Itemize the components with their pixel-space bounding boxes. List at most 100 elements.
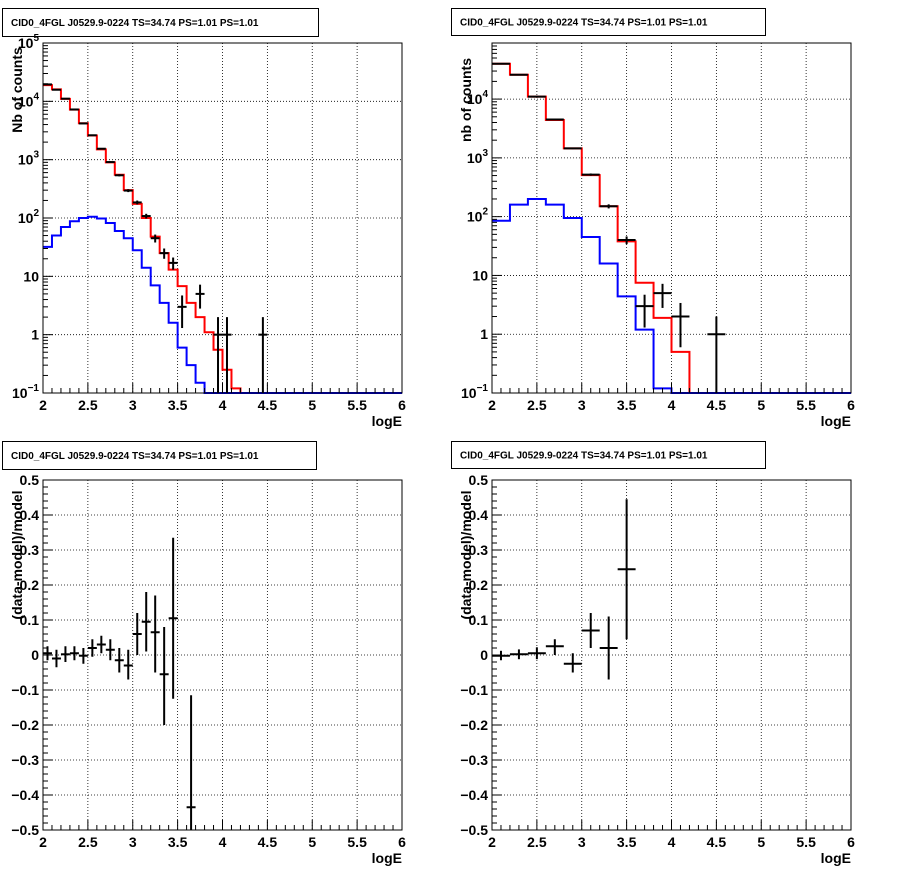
y-tick-label: 103 xyxy=(18,150,40,168)
data-point xyxy=(168,537,178,699)
data-point xyxy=(87,134,97,137)
x-tick-label: 3 xyxy=(578,834,586,850)
y-tick-label: 0.4 xyxy=(469,507,489,523)
x-tick-label: 6 xyxy=(847,397,855,413)
title-box xyxy=(2,8,319,37)
data-points xyxy=(492,62,726,393)
y-axis: −0.5 −0.4 −0.3 −0.2 −0.1 0 0.1 0.2 0.3 0.4 0.5 (dat… xyxy=(9,472,53,838)
data-point xyxy=(509,649,528,660)
data-point xyxy=(69,108,79,111)
data-point xyxy=(527,647,546,660)
chart-top-left: CID0_4FGL J0529.9-0224 TS=34.74 PS=1.01 … xyxy=(2,8,406,429)
x-tick-label: 4.5 xyxy=(258,834,278,850)
y-tick-label: 0.3 xyxy=(469,542,489,558)
x-tick-label: 2.5 xyxy=(78,834,98,850)
x-axis-title: logE xyxy=(821,413,851,429)
data-point xyxy=(159,248,169,259)
y-tick-label: −0.1 xyxy=(11,682,39,698)
x-tick-label: 3 xyxy=(129,834,137,850)
data-point xyxy=(60,97,70,100)
data-point xyxy=(671,302,690,348)
x-tick-label: 3 xyxy=(578,397,586,413)
x-tick-label: 5.5 xyxy=(796,834,816,850)
x-tick-label: 2 xyxy=(39,397,47,413)
data-point xyxy=(563,147,582,150)
data-point xyxy=(78,648,88,664)
y-tick-label: 104 xyxy=(18,91,40,109)
y-tick-label: 0.2 xyxy=(469,577,489,593)
y-tick-label: 105 xyxy=(18,33,40,51)
title-box xyxy=(451,8,766,36)
x-tick-label: 3 xyxy=(129,397,137,413)
data-point xyxy=(653,283,672,308)
chart-top-right: CID0_4FGL J0529.9-0224 TS=34.74 PS=1.01 … xyxy=(451,8,855,429)
data-point xyxy=(141,213,151,219)
data-point xyxy=(545,118,564,121)
y-tick-label: 0.1 xyxy=(469,612,489,628)
data-point xyxy=(69,646,79,661)
data-point xyxy=(123,649,133,680)
data-point xyxy=(105,161,115,164)
data-point xyxy=(599,616,618,680)
x-tick-label: 3.5 xyxy=(168,834,188,850)
title-box xyxy=(451,441,766,469)
x-tick-label: 3.5 xyxy=(617,834,637,850)
data-point xyxy=(96,147,106,150)
data-point xyxy=(222,317,232,393)
y-tick-label: 0.5 xyxy=(469,472,489,488)
data-point xyxy=(213,317,223,393)
x-tick-label: 2.5 xyxy=(527,397,547,413)
x-tick-label: 4 xyxy=(219,834,227,850)
y-tick-label: −0.4 xyxy=(460,787,488,803)
y-tick-label: −0.5 xyxy=(11,822,39,838)
data-point xyxy=(114,648,124,673)
y-tick-label: 103 xyxy=(467,148,489,166)
x-tick-label: 5.5 xyxy=(796,397,816,413)
data-point xyxy=(258,317,268,393)
y-axis-title: nb of counts xyxy=(458,58,474,142)
x-tick-label: 4.5 xyxy=(707,397,727,413)
y-tick-label: −0.3 xyxy=(460,752,488,768)
data-point xyxy=(195,284,205,309)
y-tick-label: 1 xyxy=(480,326,488,342)
data-point xyxy=(581,173,600,176)
data-point xyxy=(123,189,133,193)
x-tick-label: 5.5 xyxy=(347,834,367,850)
data-point xyxy=(114,174,124,177)
data-point xyxy=(141,592,151,652)
y-tick-label: −0.1 xyxy=(460,682,488,698)
y-tick-label: −0.5 xyxy=(460,822,488,838)
data-point xyxy=(168,257,178,270)
data-point xyxy=(617,499,636,640)
x-tick-label: 6 xyxy=(398,834,406,850)
data-point xyxy=(150,595,160,673)
y-tick-label: 102 xyxy=(18,208,40,226)
x-tick-label: 4.5 xyxy=(707,834,727,850)
x-tick-label: 5 xyxy=(757,834,765,850)
x-tick-label: 2 xyxy=(488,834,496,850)
y-tick-label: 102 xyxy=(467,207,489,225)
data-point xyxy=(105,639,115,661)
data-point xyxy=(563,653,582,673)
data-point xyxy=(617,236,636,245)
data-point xyxy=(132,613,142,655)
y-tick-label: 104 xyxy=(467,89,489,107)
chart-title: CID0_4FGL J0529.9-0224 TS=34.74 PS=1.01 … xyxy=(11,18,259,29)
x-tick-label: 5.5 xyxy=(347,397,367,413)
y-tick-label: −0.2 xyxy=(11,717,39,733)
x-tick-label: 2.5 xyxy=(527,834,547,850)
y-axis-title: (data-model)/model xyxy=(9,490,25,619)
x-tick-label: 4 xyxy=(219,397,227,413)
data-point xyxy=(51,649,61,668)
x-tick-label: 4 xyxy=(668,834,676,850)
data-point xyxy=(492,650,510,661)
grid xyxy=(492,480,851,830)
data-point xyxy=(177,295,187,329)
x-tick-label: 2 xyxy=(39,834,47,850)
y-tick-label: 0.3 xyxy=(20,542,40,558)
y-tick-label: 1 xyxy=(31,327,39,343)
